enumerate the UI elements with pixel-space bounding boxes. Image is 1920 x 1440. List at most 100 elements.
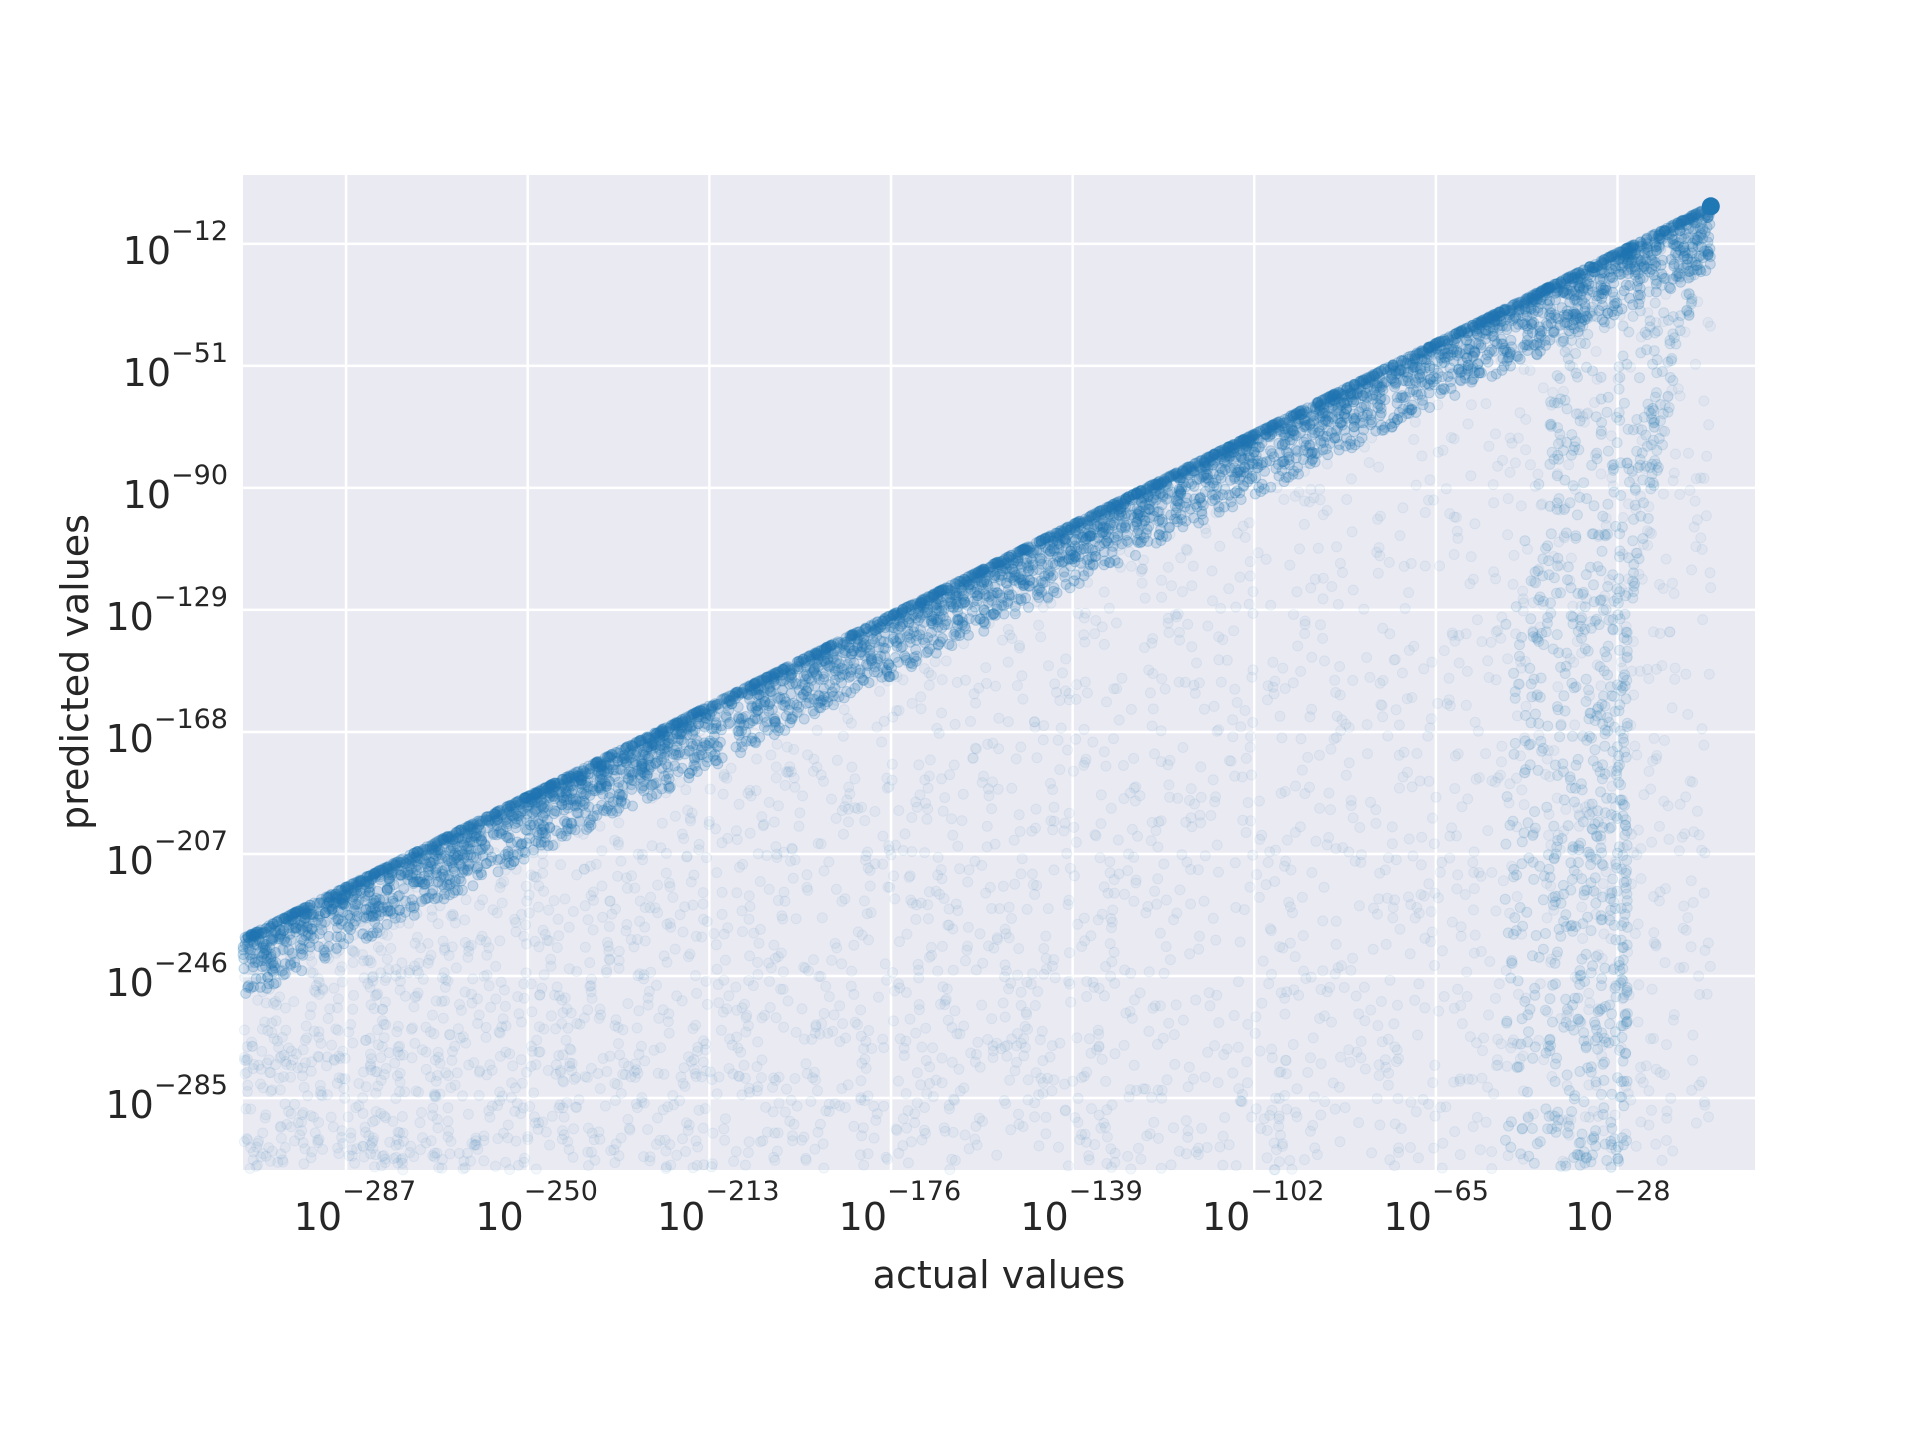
scatter-point: [636, 766, 648, 778]
scatter-point: [969, 567, 981, 579]
scatter-point: [1371, 368, 1383, 380]
scatter-point: [847, 645, 859, 657]
scatter-point: [890, 635, 902, 647]
scatter-point: [1455, 326, 1467, 338]
scatter-point: [1342, 382, 1354, 393]
scatter-point: [290, 926, 302, 938]
scatter-point: [602, 800, 614, 812]
scatter-point: [890, 607, 901, 619]
scatter-point: [363, 871, 375, 883]
scatter-point: [249, 929, 261, 941]
scatter-point: [1581, 276, 1593, 288]
scatter-point: [1683, 272, 1694, 284]
scatter-point: [685, 722, 697, 733]
scatter-point: [1170, 507, 1182, 519]
scatter-point: [694, 704, 706, 716]
scatter-point: [1689, 211, 1701, 223]
scatter-point: [530, 835, 542, 847]
scatter-point: [629, 738, 641, 750]
scatter-point: [1625, 241, 1637, 253]
scatter-point: [1143, 499, 1155, 511]
scatter-point: [1000, 558, 1011, 570]
scatter-point: [659, 737, 671, 748]
scatter-point: [1357, 417, 1369, 429]
scatter-point: [1131, 503, 1143, 515]
scatter-point: [812, 697, 824, 709]
scatter-point: [399, 906, 411, 918]
scatter-point: [878, 636, 890, 648]
scatter-point: [555, 786, 567, 798]
scatter-point: [944, 596, 956, 608]
scatter-point: [612, 782, 624, 794]
scatter-point: [724, 716, 736, 728]
scatter-point: [1460, 335, 1472, 346]
scatter-point: [1082, 516, 1093, 528]
scatter-point: [1402, 375, 1414, 387]
scatter-point: [962, 599, 973, 611]
scatter-point: [1320, 393, 1332, 405]
scatter-point: [1573, 266, 1585, 278]
scatter-point: [1327, 390, 1338, 401]
scatter-point: [1473, 330, 1485, 342]
scatter-point: [944, 588, 956, 600]
scatter-point: [1527, 296, 1539, 308]
scatter-point: [691, 735, 703, 747]
scatter-point: [1298, 404, 1310, 416]
scatter-point: [1368, 370, 1380, 382]
scatter-point: [1374, 399, 1386, 411]
scatter-point: [760, 675, 772, 687]
scatter-point: [1196, 508, 1208, 520]
scatter-point: [1460, 343, 1472, 355]
scatter-point: [889, 652, 901, 663]
scatter-point: [1544, 295, 1556, 307]
scatter-point: [1431, 342, 1443, 354]
scatter-point: [900, 611, 912, 623]
scatter-point: [749, 678, 761, 690]
scatter-point: [660, 774, 672, 786]
scatter-point: [812, 690, 824, 702]
scatter-point: [1459, 348, 1471, 360]
scatter-point: [1386, 421, 1398, 433]
scatter-point: [1039, 533, 1051, 545]
scatter-point: [1496, 338, 1507, 350]
scatter-point: [1082, 531, 1094, 543]
scatter-point: [1563, 272, 1575, 284]
scatter-point: [1173, 485, 1185, 497]
scatter-point: [692, 707, 704, 718]
scatter-point: [1428, 379, 1440, 391]
scatter-point: [1510, 350, 1522, 362]
scatter-point: [1512, 351, 1524, 363]
scatter-point: [412, 852, 424, 864]
scatter-point: [418, 870, 430, 882]
scatter-point: [934, 600, 946, 612]
scatter-point: [1405, 404, 1417, 416]
scatter-point: [508, 799, 520, 810]
scatter-point: [367, 910, 379, 921]
scatter-point: [942, 582, 954, 594]
scatter-point: [436, 834, 448, 846]
scatter-point: [829, 674, 841, 686]
scatter-point: [978, 615, 990, 627]
scatter-point: [1620, 279, 1632, 291]
scatter-point: [1220, 446, 1232, 458]
scatter-point: [1544, 282, 1556, 294]
scatter-point: [754, 675, 765, 687]
scatter-point: [525, 794, 537, 806]
scatter-point: [730, 741, 742, 753]
scatter-point: [722, 699, 734, 711]
scatter-point: [1027, 547, 1039, 559]
scatter-point: [426, 839, 438, 851]
scatter-point: [763, 705, 775, 717]
scatter-point: [1588, 262, 1600, 274]
scatter-point: [828, 669, 840, 681]
scatter-point: [326, 889, 338, 901]
scatter-point: [278, 912, 290, 924]
scatter-point: [1068, 518, 1080, 530]
scatter-point: [1667, 219, 1679, 231]
scatter-point: [537, 810, 549, 822]
scatter-point: [510, 822, 522, 834]
scatter-point: [557, 773, 569, 785]
scatter-point: [1044, 565, 1056, 577]
scatter-point: [1348, 384, 1360, 395]
scatter-point: [1168, 468, 1180, 480]
